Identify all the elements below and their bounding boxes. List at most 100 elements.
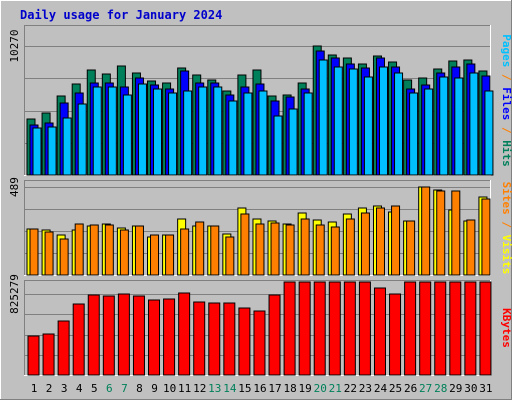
series-kbytes [27,281,492,376]
bar-sites-day-2 [44,231,54,276]
bar-sites-day-5 [89,224,99,276]
bar-pages-day-17 [273,115,283,176]
bar-kbytes-day-25 [389,293,402,376]
bar-sites-day-21 [330,226,340,276]
x-tick-label-day-17: 17 [268,382,281,395]
x-tick-label-day-27: 27 [419,382,432,395]
bar-kbytes-day-10 [163,298,176,376]
side-label-part: KBytes [500,308,512,348]
x-tick-label-day-30: 30 [464,382,477,395]
x-tick-label-day-3: 3 [61,382,68,395]
x-tick-label-day-24: 24 [374,382,388,395]
bar-pages-day-4 [77,103,87,176]
bar-pages-day-8 [137,83,147,176]
bar-sites-day-19 [300,218,310,276]
bar-sites-day-26 [406,220,416,276]
bar-sites-day-6 [104,224,114,276]
bar-kbytes-day-1 [27,335,40,376]
bar-pages-day-25 [394,72,404,176]
side-label-part: Files [500,87,512,120]
bar-kbytes-day-3 [57,320,70,376]
x-tick-label-day-1: 1 [31,382,38,395]
bar-pages-day-1 [32,127,42,176]
bar-sites-day-16 [255,223,265,276]
bar-pages-day-26 [409,92,419,176]
bar-kbytes-day-27 [419,281,432,376]
bar-pages-day-5 [92,86,102,176]
x-tick-label-day-26: 26 [404,382,417,395]
x-tick-label-day-23: 23 [359,382,372,395]
bar-sites-day-11 [180,228,190,276]
side-label-part: Hits [500,140,512,167]
bar-pages-day-10 [168,92,178,176]
bar-pages-day-23 [363,76,373,176]
bar-pages-day-16 [258,90,268,176]
y-tick-label-kbytes: 825279 [8,274,21,314]
bar-pages-day-21 [333,66,343,176]
bar-kbytes-day-15 [238,307,251,376]
bar-pages-day-9 [153,88,163,176]
x-tick-label-day-9: 9 [151,382,158,395]
bar-pages-day-12 [198,86,208,176]
bar-sites-day-27 [421,186,431,276]
side-label-visits-sites: Sites / Visits [500,182,512,275]
bar-kbytes-day-30 [464,281,477,376]
bar-pages-day-3 [62,117,72,176]
x-tick-label-day-31: 31 [479,382,492,395]
bar-sites-day-9 [150,234,160,276]
x-tick-label-day-4: 4 [76,382,83,395]
x-tick-label-day-28: 28 [434,382,447,395]
bar-kbytes-day-2 [42,333,55,376]
bar-pages-day-24 [378,66,388,176]
x-tick-label-day-18: 18 [283,382,296,395]
bar-sites-day-23 [360,212,370,276]
x-tick-label-day-8: 8 [136,382,143,395]
bar-pages-day-30 [469,72,479,176]
bar-kbytes-day-16 [253,310,266,376]
bar-pages-day-11 [183,90,193,176]
x-tick-label-day-15: 15 [238,382,251,395]
x-tick-label-day-5: 5 [91,382,98,395]
bar-kbytes-day-14 [223,302,236,376]
bar-sites-day-22 [345,218,355,276]
bar-sites-day-24 [375,207,385,276]
side-label-part: / [500,120,512,140]
x-tick-label-day-20: 20 [314,382,327,395]
bar-pages-day-20 [318,59,328,176]
bar-kbytes-day-29 [449,281,462,376]
bar-sites-day-18 [285,224,295,276]
x-tick-label-day-6: 6 [106,382,113,395]
bar-pages-day-18 [288,108,298,176]
panel-visits-sites: 489 Sites / Visits [8,177,512,276]
bar-pages-day-27 [424,88,434,176]
bar-pages-day-13 [213,86,223,176]
series-pages [32,59,494,176]
x-tick-label-day-14: 14 [223,382,237,395]
bar-kbytes-day-28 [434,281,447,376]
x-tick-label-day-2: 2 [46,382,53,395]
x-tick-label-day-16: 16 [253,382,266,395]
x-tick-label-day-22: 22 [344,382,357,395]
bar-kbytes-day-20 [313,281,326,376]
x-tick-label-day-7: 7 [121,382,128,395]
bar-kbytes-day-23 [358,281,371,376]
chart-title: Daily usage for January 2024 [20,8,222,22]
x-tick-label-day-11: 11 [178,382,191,395]
bar-sites-day-3 [59,238,69,276]
chart-panels: 10270 Pages / Files / Hits 489 Sites / Visi… [8,25,512,376]
bar-kbytes-day-31 [479,281,492,376]
bar-pages-day-14 [228,100,238,176]
bar-sites-day-10 [165,234,175,276]
x-tick-label-day-10: 10 [163,382,176,395]
bar-sites-day-15 [240,213,250,276]
panel-hits-files-pages: 10270 Pages / Files / Hits [8,25,512,176]
bar-kbytes-day-13 [208,302,221,376]
bar-pages-day-31 [484,90,494,176]
bar-sites-day-1 [29,228,39,276]
bar-sites-day-4 [74,223,84,276]
bar-pages-day-22 [348,68,358,176]
x-tick-label-day-19: 19 [299,382,312,395]
bar-pages-day-15 [243,92,253,176]
side-label-hits-files-pages: Pages / Files / Hits [500,34,512,167]
x-tick-label-day-21: 21 [329,382,342,395]
